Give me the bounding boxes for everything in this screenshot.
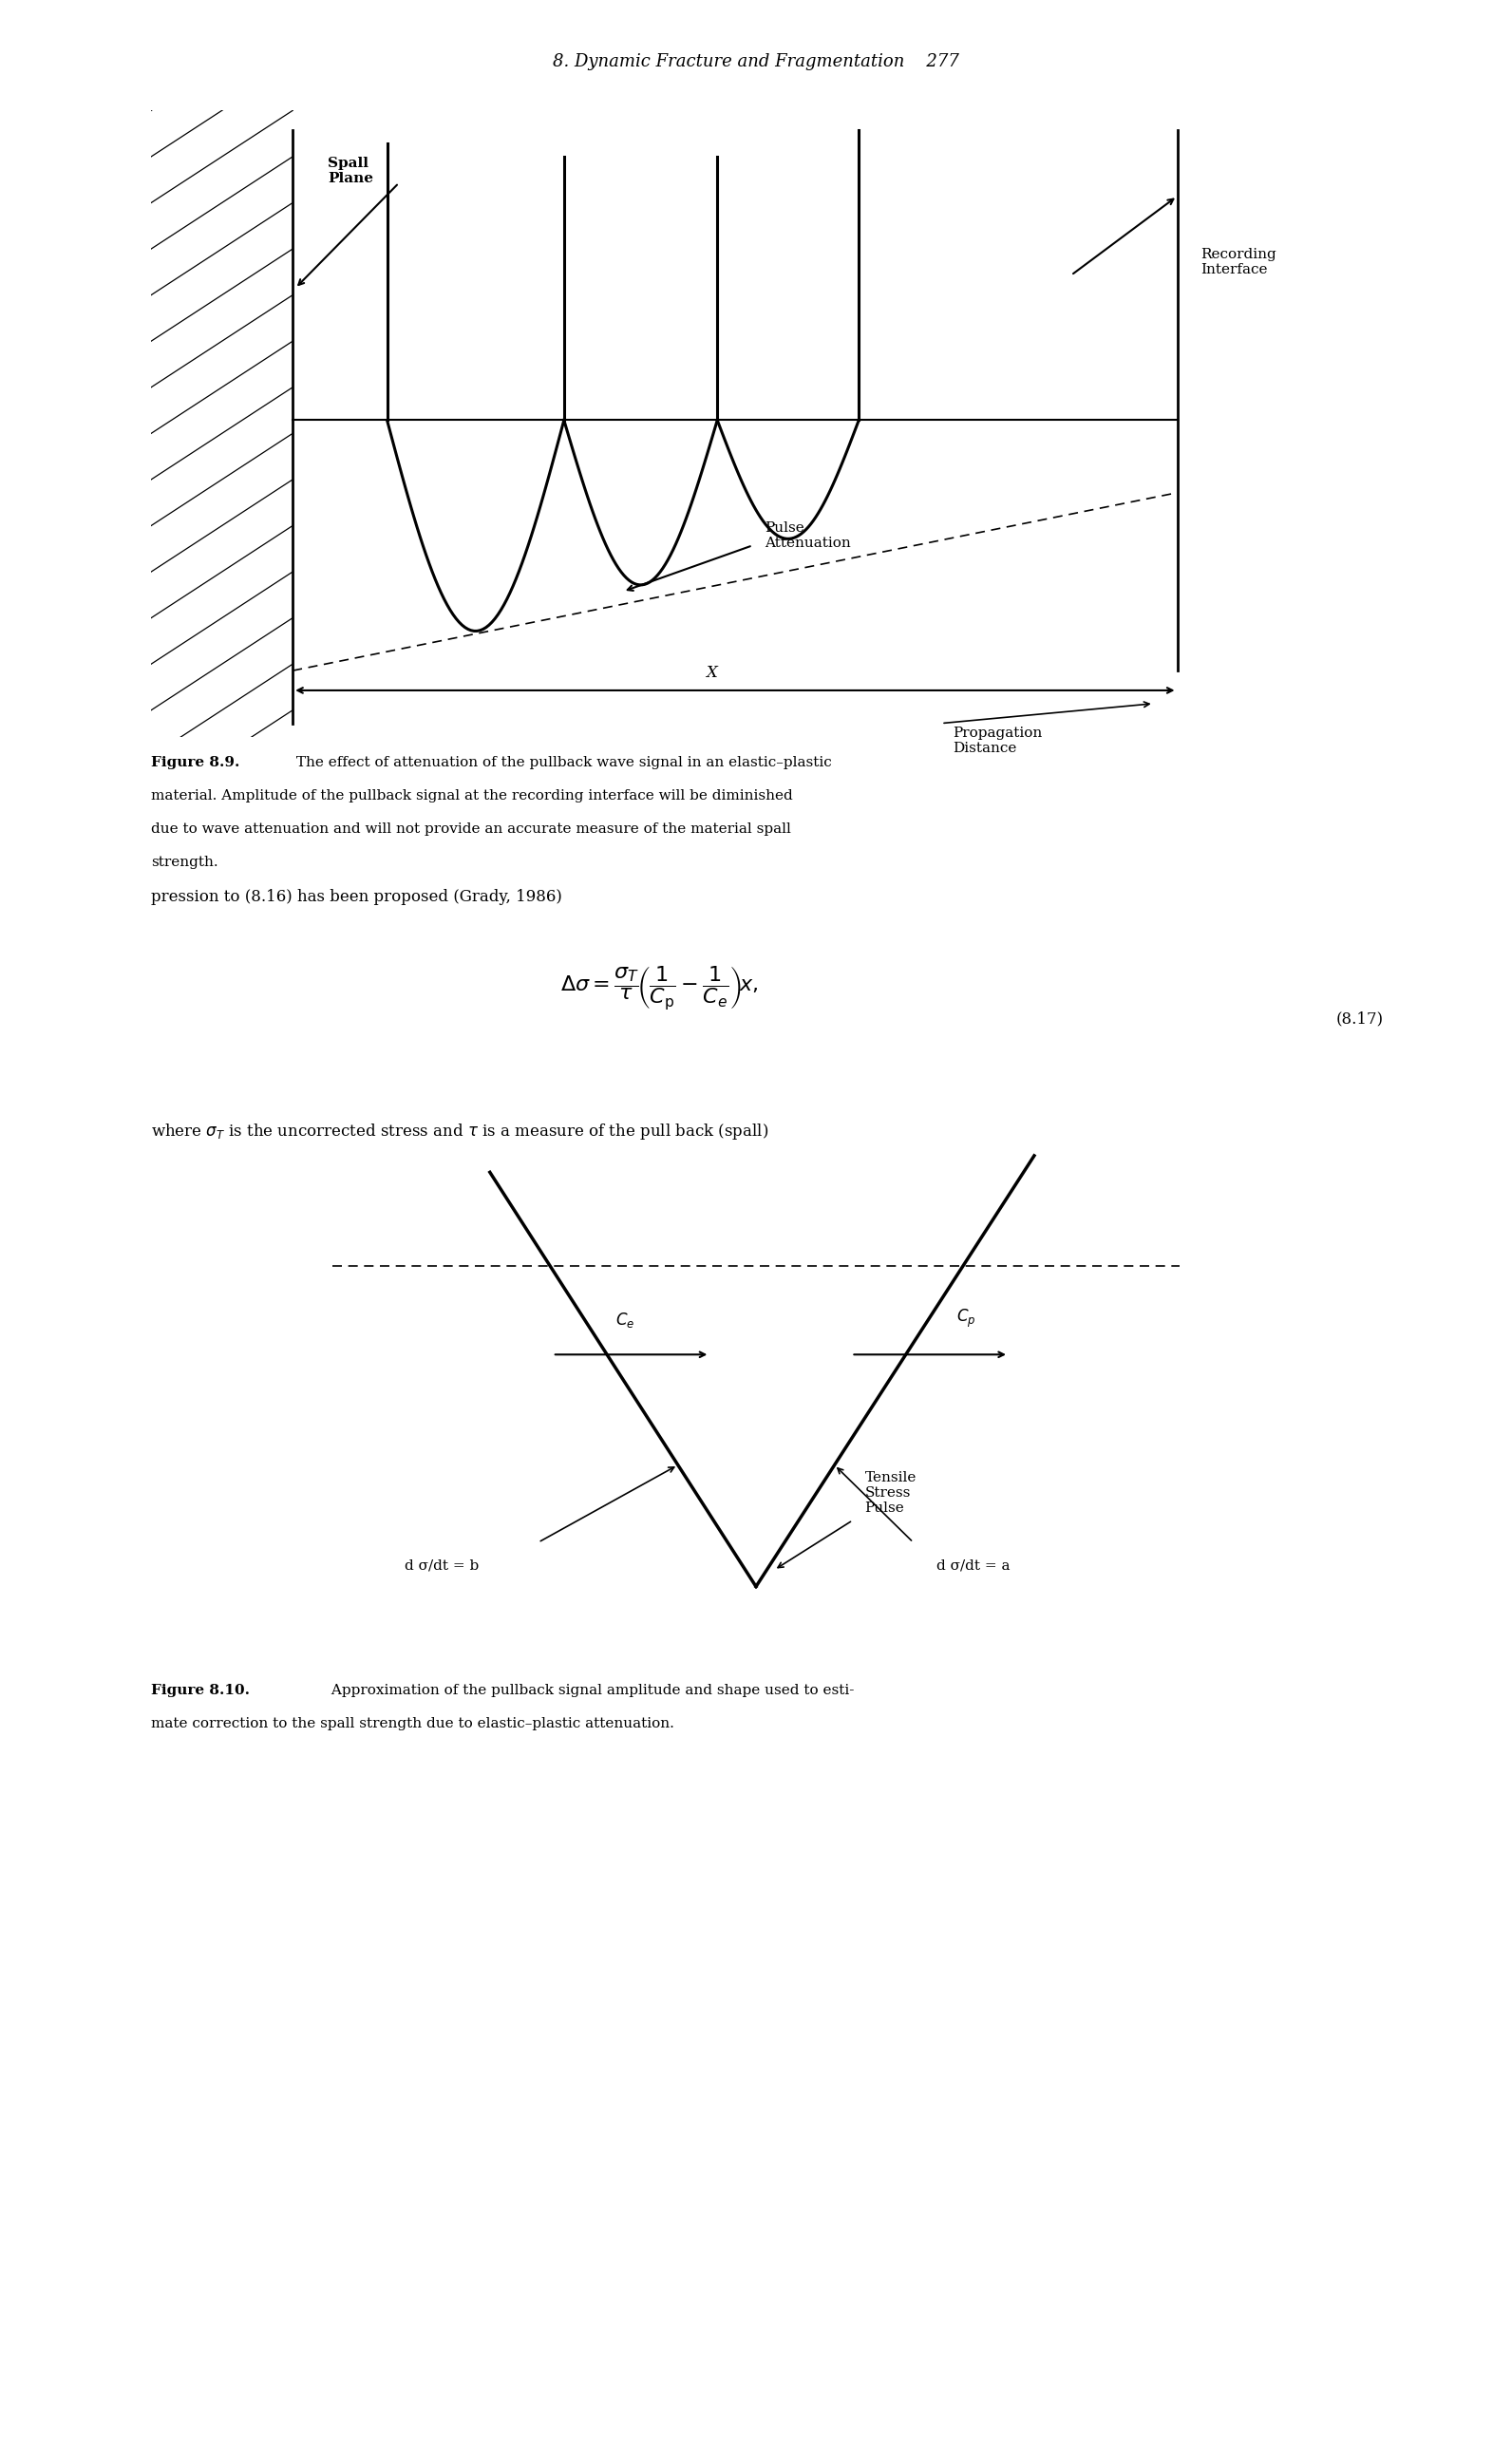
Text: Figure 8.9.: Figure 8.9. [151,756,240,768]
Text: $C_p$: $C_p$ [957,1309,977,1331]
Text: $C_e$: $C_e$ [615,1311,635,1331]
Text: material. Amplitude of the pullback signal at the recording interface will be di: material. Amplitude of the pullback sign… [151,791,792,803]
Text: where $\sigma_T$ is the uncorrected stress and $\tau$ is a measure of the pull b: where $\sigma_T$ is the uncorrected stre… [151,1122,768,1142]
Text: The effect of attenuation of the pullback wave signal in an elastic–plastic: The effect of attenuation of the pullbac… [292,756,832,768]
Text: Figure 8.10.: Figure 8.10. [151,1684,249,1696]
Text: Approximation of the pullback signal amplitude and shape used to esti-: Approximation of the pullback signal amp… [327,1684,854,1696]
Text: Pulse
Attenuation: Pulse Attenuation [765,520,851,550]
Text: pression to (8.16) has been proposed (Grady, 1986): pression to (8.16) has been proposed (Gr… [151,889,562,906]
Text: strength.: strength. [151,857,218,869]
Text: Recording
Interface: Recording Interface [1201,248,1276,277]
Text: mate correction to the spall strength due to elastic–plastic attenuation.: mate correction to the spall strength du… [151,1718,674,1731]
Text: Tensile
Stress
Pulse: Tensile Stress Pulse [865,1471,916,1515]
Text: X: X [706,665,717,680]
Text: 8. Dynamic Fracture and Fragmentation    277: 8. Dynamic Fracture and Fragmentation 27… [553,52,959,69]
Text: d σ/dt = a: d σ/dt = a [937,1559,1010,1571]
Text: due to wave attenuation and will not provide an accurate measure of the material: due to wave attenuation and will not pro… [151,822,791,835]
Text: (8.17): (8.17) [1337,1011,1383,1026]
Text: d σ/dt = b: d σ/dt = b [404,1559,479,1571]
Text: Propagation
Distance: Propagation Distance [953,727,1043,756]
Text: $\Delta\sigma = \dfrac{\sigma_T}{\tau}\!\left(\dfrac{1}{C_{\rm p}} - \dfrac{1}{C: $\Delta\sigma = \dfrac{\sigma_T}{\tau}\!… [559,965,759,1011]
Text: Spall
Plane: Spall Plane [328,157,373,184]
